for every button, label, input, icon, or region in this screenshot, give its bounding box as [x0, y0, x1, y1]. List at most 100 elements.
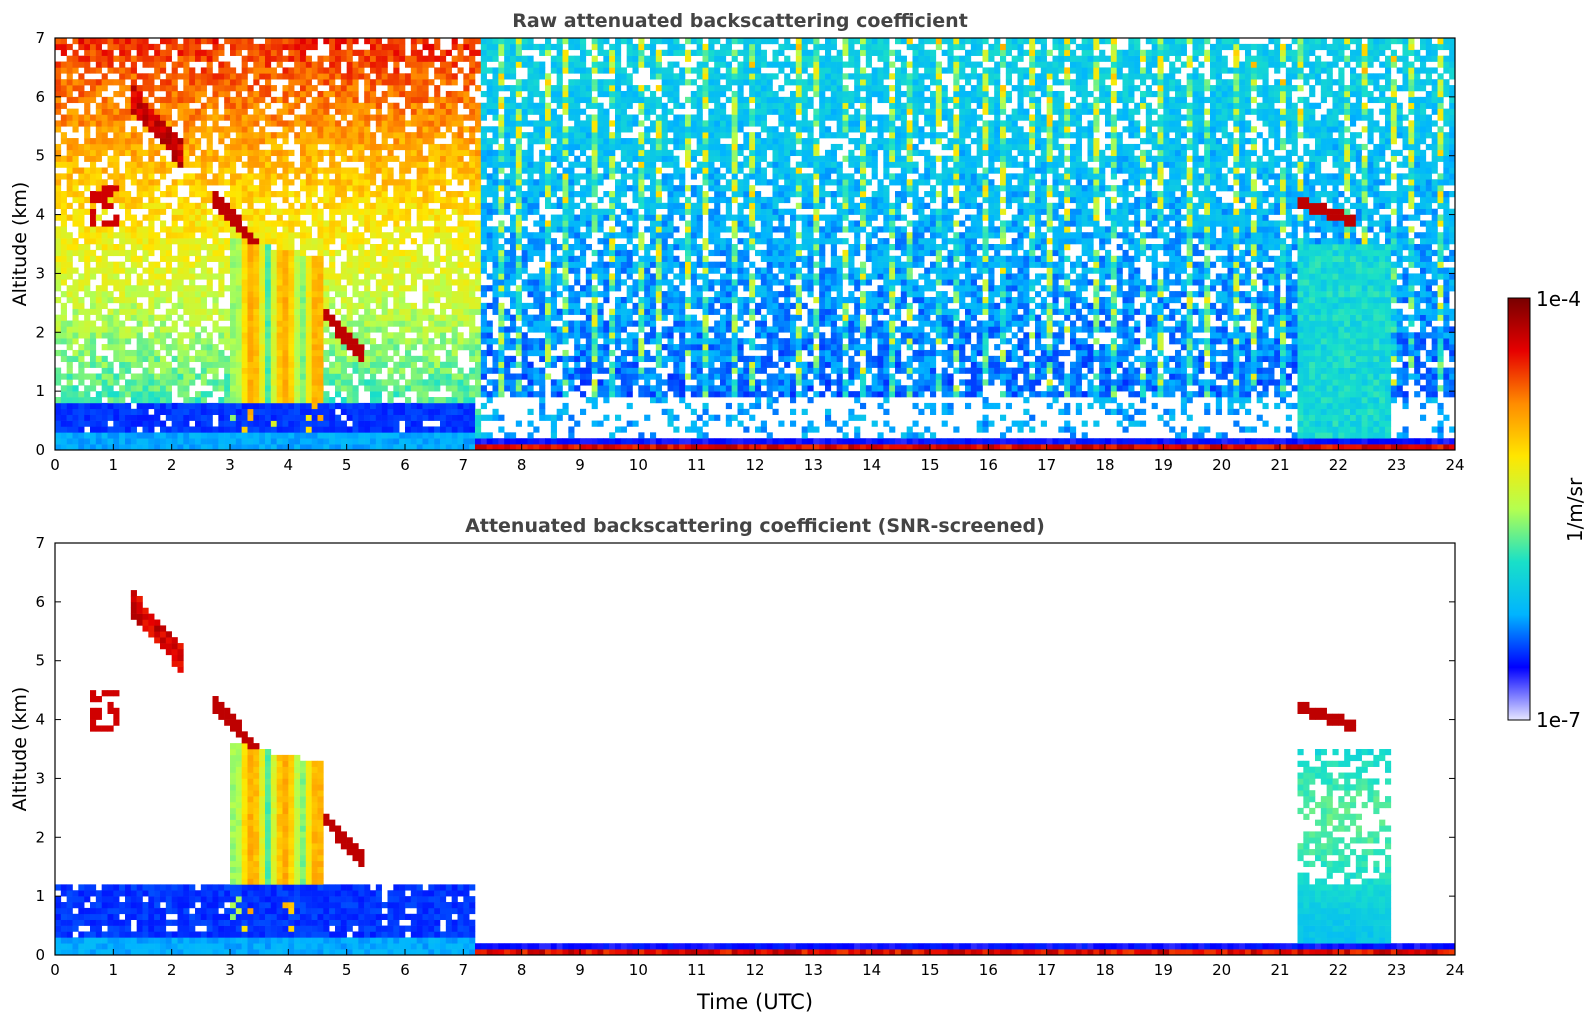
heatmap-cell [440, 379, 446, 385]
heatmap-cell [557, 379, 563, 385]
heatmap-cell [230, 103, 236, 109]
heatmap-cell [154, 132, 160, 138]
heatmap-cell [125, 97, 131, 103]
heatmap-cell [475, 38, 481, 44]
heatmap-cell [528, 232, 534, 238]
heatmap-cell [463, 56, 469, 62]
heatmap-cell [143, 350, 149, 356]
heatmap-cell [475, 103, 481, 109]
heatmap-cell [78, 226, 84, 232]
heatmap-cell [195, 262, 201, 268]
heatmap-cell [318, 368, 324, 374]
heatmap-cell [434, 403, 440, 409]
heatmap-cell [189, 238, 195, 244]
heatmap-cell [370, 444, 376, 450]
heatmap-cell [242, 38, 248, 44]
heatmap-cell [248, 362, 254, 368]
heatmap-cell [166, 226, 172, 232]
heatmap-cell [498, 179, 504, 185]
heatmap-cell [172, 226, 178, 232]
heatmap-cell [370, 321, 376, 327]
heatmap-cell [341, 438, 347, 444]
heatmap-cell [137, 350, 143, 356]
heatmap-cell [417, 62, 423, 68]
heatmap-cell [557, 197, 563, 203]
heatmap-cell [452, 397, 458, 403]
heatmap-cell [300, 397, 306, 403]
heatmap-cell [248, 432, 254, 438]
heatmap-cell [376, 56, 382, 62]
heatmap-cell [242, 391, 248, 397]
heatmap-cell [551, 132, 557, 138]
heatmap-cell [125, 238, 131, 244]
heatmap-cell [306, 56, 312, 62]
heatmap-cell [154, 50, 160, 56]
heatmap-cell [154, 332, 160, 338]
heatmap-cell [382, 197, 388, 203]
heatmap-cell [242, 438, 248, 444]
heatmap-cell [481, 262, 487, 268]
heatmap-cell [166, 432, 172, 438]
heatmap-cell [452, 156, 458, 162]
heatmap-cell [207, 103, 213, 109]
heatmap-cell [78, 191, 84, 197]
heatmap-cell [143, 279, 149, 285]
heatmap-cell [329, 421, 335, 427]
heatmap-cell [376, 362, 382, 368]
heatmap-cell [388, 256, 394, 262]
heatmap-cell [230, 315, 236, 321]
heatmap-cell [411, 191, 417, 197]
heatmap-cell [55, 203, 61, 209]
heatmap-cell [393, 203, 399, 209]
heatmap-cell [498, 167, 504, 173]
heatmap-cell [78, 173, 84, 179]
heatmap-cell [61, 256, 67, 262]
heatmap-cell [160, 421, 166, 427]
heatmap-cell [370, 426, 376, 432]
heatmap-cell [487, 191, 493, 197]
heatmap-cell [341, 421, 347, 427]
heatmap-cell [306, 62, 312, 68]
heatmap-cell [388, 403, 394, 409]
heatmap-cell [563, 215, 569, 221]
heatmap-cell [440, 444, 446, 450]
heatmap-cell [283, 103, 289, 109]
heatmap-cell [434, 397, 440, 403]
heatmap-cell [201, 173, 207, 179]
heatmap-cell [522, 244, 528, 250]
heatmap-cell [67, 144, 73, 150]
heatmap-cell [475, 150, 481, 156]
heatmap-cell [271, 297, 277, 303]
heatmap-cell [125, 350, 131, 356]
heatmap-cell [481, 44, 487, 50]
heatmap-cell [67, 62, 73, 68]
heatmap-cell [224, 326, 230, 332]
heatmap-cell [504, 379, 510, 385]
heatmap-cell [393, 109, 399, 115]
heatmap-cell [440, 291, 446, 297]
heatmap-cell [96, 109, 102, 115]
heatmap-cell [399, 256, 405, 262]
heatmap-cell [393, 338, 399, 344]
heatmap-cell [539, 132, 545, 138]
heatmap-cell [166, 109, 172, 115]
heatmap-cell [341, 238, 347, 244]
heatmap-cell [364, 362, 370, 368]
heatmap-cell [504, 203, 510, 209]
heatmap-cell [84, 91, 90, 97]
heatmap-cell [294, 315, 300, 321]
heatmap-cell [242, 73, 248, 79]
heatmap-cell [452, 279, 458, 285]
heatmap-cell [318, 115, 324, 121]
heatmap-cell [178, 250, 184, 256]
heatmap-cell [545, 438, 551, 444]
heatmap-cell [405, 385, 411, 391]
heatmap-cell [376, 144, 382, 150]
heatmap-cell [393, 273, 399, 279]
heatmap-cell [405, 156, 411, 162]
heatmap-cell [230, 209, 236, 215]
heatmap-cell [353, 391, 359, 397]
heatmap-cell [458, 209, 464, 215]
heatmap-cell [90, 250, 96, 256]
heatmap-cell [522, 179, 528, 185]
